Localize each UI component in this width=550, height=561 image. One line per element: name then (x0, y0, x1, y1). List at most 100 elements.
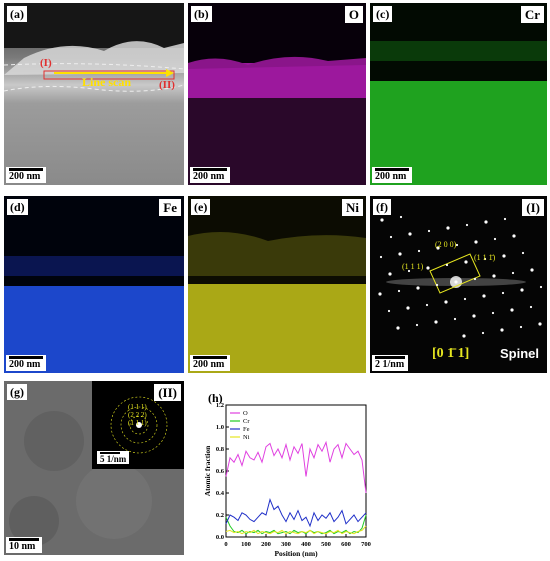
diffraction-spot (387, 309, 391, 313)
panel-label: (b) (191, 6, 212, 22)
y-tick-label: 0.2 (216, 512, 224, 519)
panel-label: (h) (208, 391, 223, 405)
panel-a: (a) Line scan (I) (II) 200 nm (4, 3, 184, 185)
diffraction-spot (529, 305, 533, 309)
diffraction-spot (482, 294, 486, 298)
panel-g: (g) (II) (1 1 1) (2 2 2) (1 1 1) 5 1/nm … (4, 381, 184, 555)
panel-b: (b) O 200 nm (188, 3, 366, 185)
element-label: Fe (159, 199, 181, 216)
diffraction-spot (436, 246, 440, 250)
panel-f: (f) (I) (2 0 0) (1 1 1̄) (1 1 1) [0 1̄ 1… (370, 196, 547, 373)
y-tick-label: 1.0 (216, 424, 224, 431)
diffraction-spot (455, 243, 459, 247)
diffraction-spot (519, 325, 523, 329)
scale-bar: 2 1/nm (372, 355, 408, 371)
element-label: Cr (520, 6, 544, 23)
x-tick-label: 0 (224, 541, 227, 548)
spot-label-11-1: (1 1 1̄) (474, 253, 496, 262)
series-line-ni (225, 525, 367, 535)
diffraction-spot (474, 240, 478, 244)
diffraction-spot (378, 292, 382, 296)
diffraction-spot (426, 266, 430, 270)
tem-image (4, 3, 184, 185)
diffraction-spot (492, 274, 496, 278)
diffraction-spot (501, 291, 505, 295)
legend-label: O (243, 410, 248, 417)
panel-d: (d) Fe 200 nm (4, 196, 184, 373)
diffraction-spot (388, 272, 392, 276)
diffraction-spot (539, 285, 543, 289)
cr-eds-map (370, 41, 547, 185)
legend-label: Fe (243, 426, 250, 433)
scale-bar: 10 nm (6, 537, 42, 553)
spot-label-200: (2 0 0) (435, 240, 457, 249)
region-1-label: (I) (40, 57, 52, 69)
region-label: (II) (154, 384, 181, 401)
diffraction-spot (454, 280, 458, 284)
diffraction-spot (530, 268, 534, 272)
diffraction-spot (425, 303, 429, 307)
diffraction-spot (462, 334, 466, 338)
diffraction-spot (399, 215, 403, 219)
diffraction-spot (453, 317, 457, 321)
o-eds-map (188, 56, 366, 185)
diffraction-spot (444, 300, 448, 304)
diffraction-spot (500, 328, 504, 332)
series-line-cr (225, 514, 367, 535)
series-line-o (225, 440, 367, 494)
ring-label-3: (1 1 1) (128, 419, 147, 427)
diffraction-spot (502, 254, 506, 258)
diffraction-spot (434, 320, 438, 324)
zone-axis-label: [0 1̄ 1] (432, 346, 470, 361)
fe-eds-map (4, 256, 184, 373)
diffraction-spot (463, 297, 467, 301)
series-line-fe (225, 498, 367, 528)
diffraction-spot (491, 311, 495, 315)
line-scan-chart: 0 100 200 300 400 500 600 700 0.0 0.2 0.4 0.6 0.8 1.0… (203, 402, 371, 558)
scale-bar: 200 nm (6, 167, 46, 183)
diffraction-spot (483, 257, 487, 261)
panel-c: (c) Cr 200 nm (370, 3, 547, 185)
x-axis-label: Position (nm) (274, 549, 318, 558)
x-tick-label: 700 (361, 541, 371, 548)
diffraction-spot (408, 232, 412, 236)
x-tick-label: 400 (301, 541, 311, 548)
diffraction-spot (445, 263, 449, 267)
x-tick-label: 100 (241, 541, 251, 548)
diffraction-spot (389, 235, 393, 239)
element-label: O (344, 6, 363, 23)
ring-label-1: (1 1 1) (128, 403, 147, 411)
diffraction-spot (512, 234, 516, 238)
diffraction-spot (503, 217, 507, 221)
diffraction-spot (510, 308, 514, 312)
legend-label: Ni (243, 434, 250, 441)
panel-h: (h) 0 100 200 300 400 500 600 700 0.0 0.2 0.4 0.6 0.… (202, 391, 374, 559)
diffraction-spot (511, 271, 515, 275)
y-tick-label: 0.6 (216, 468, 225, 475)
ni-eds-map (188, 232, 366, 373)
x-tick-label: 600 (341, 541, 351, 548)
y-tick-label: 0.0 (216, 534, 224, 541)
spot-label-111: (1 1 1) (402, 262, 424, 271)
phase-label: Spinel (499, 346, 539, 361)
hrtem-image (4, 381, 184, 555)
scale-bar: 200 nm (372, 167, 412, 183)
panel-label: (c) (373, 6, 393, 22)
diffraction-pattern (378, 215, 543, 338)
diffraction-spot (398, 252, 402, 256)
diffraction-spot (396, 326, 400, 330)
element-label: Ni (342, 199, 363, 216)
y-tick-label: 1.2 (216, 402, 224, 409)
diffraction-spot (538, 322, 542, 326)
diffraction-spot (435, 283, 439, 287)
diffraction-spot (464, 260, 468, 264)
diffraction-spot (473, 277, 477, 281)
panel-label: (f) (373, 199, 391, 215)
scale-bar: 200 nm (190, 167, 230, 183)
diffraction-spot (397, 289, 401, 293)
panel-label: (g) (7, 384, 27, 400)
x-tick-label: 200 (261, 541, 271, 548)
panel-label: (e) (191, 199, 211, 215)
diffraction-spot (380, 218, 384, 222)
y-axis-label: Atomic fraction (203, 445, 212, 496)
